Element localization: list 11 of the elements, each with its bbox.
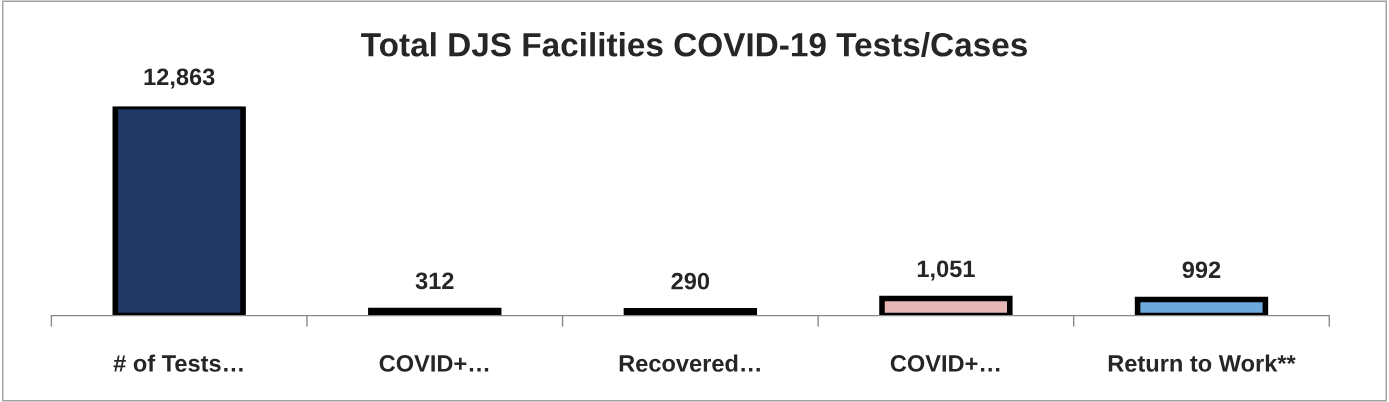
x-tick-label: COVID+… — [890, 355, 1000, 372]
data-label: 1,051 — [917, 260, 975, 281]
x-tick-label: Return to Work** — [1108, 354, 1296, 372]
data-label: 312 — [415, 272, 454, 290]
data-label: 290 — [671, 272, 710, 290]
x-tick-label: Recovered… — [619, 354, 760, 372]
data-label: 12,863 — [144, 68, 215, 89]
x-tick-label: COVID+… — [379, 355, 489, 372]
x-tick-label: # of Tests… — [113, 354, 243, 372]
data-label: 992 — [1182, 261, 1221, 279]
chart-title: Total DJS Facilities COVID-19 Tests/Cases — [361, 32, 1027, 57]
